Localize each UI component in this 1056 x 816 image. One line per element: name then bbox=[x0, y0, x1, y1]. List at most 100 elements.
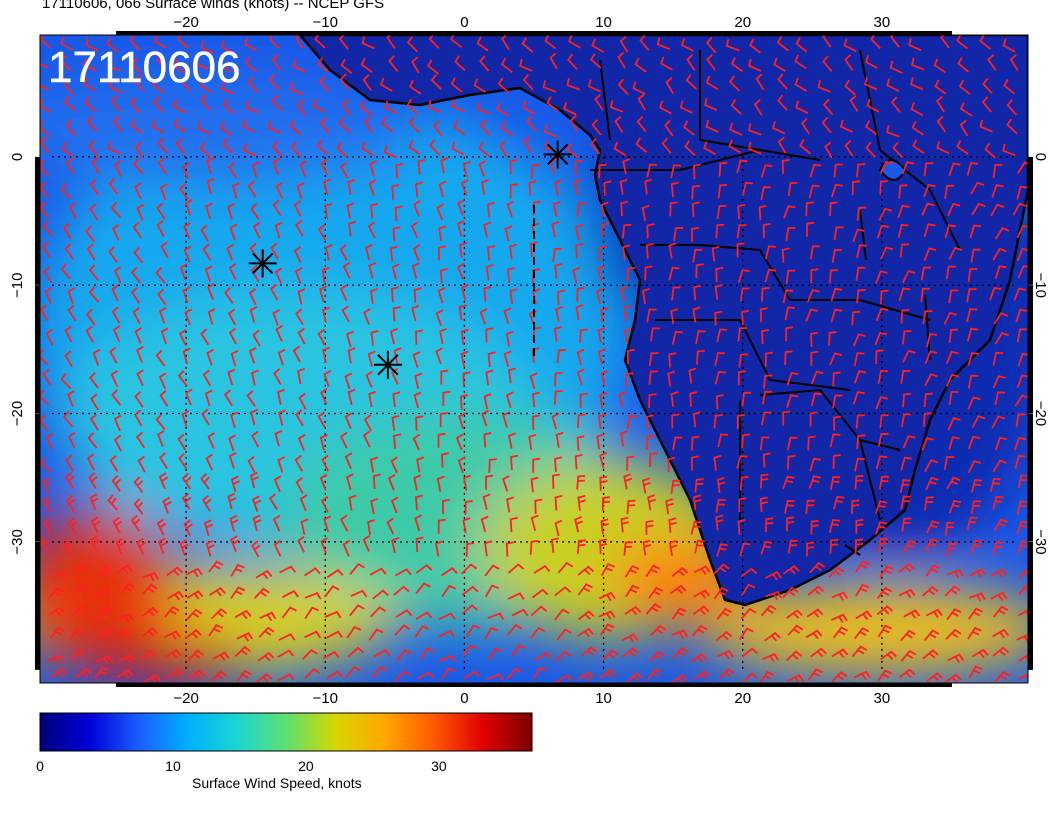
wind-barb bbox=[177, 370, 188, 387]
wind-barb bbox=[275, 181, 284, 199]
wind-barb bbox=[324, 610, 342, 619]
wind-barb bbox=[1009, 54, 1019, 71]
wind-barb bbox=[503, 350, 512, 367]
wind-barb bbox=[487, 612, 505, 621]
wind-barb bbox=[741, 181, 753, 196]
wind-barb bbox=[786, 455, 796, 470]
wind-barb bbox=[274, 267, 283, 285]
wind-barb bbox=[795, 37, 808, 53]
wind-barb bbox=[136, 203, 144, 221]
wind-barb bbox=[1003, 79, 1016, 95]
wind-barb bbox=[304, 630, 322, 639]
wind-barb bbox=[411, 56, 420, 74]
wind-barb bbox=[461, 283, 469, 301]
wind-barb bbox=[1018, 653, 1028, 663]
wind-barb bbox=[72, 583, 90, 595]
wind-barb bbox=[244, 56, 257, 72]
wind-barb bbox=[875, 349, 884, 365]
wind-barb bbox=[153, 35, 167, 49]
wind-barb bbox=[370, 606, 387, 618]
wind-barb bbox=[89, 178, 100, 196]
wind-barb bbox=[500, 35, 510, 51]
wind-barb bbox=[832, 495, 845, 510]
wind-barb bbox=[483, 221, 492, 238]
wind-barb bbox=[626, 348, 635, 364]
wind-barb bbox=[273, 539, 282, 557]
wind-barb bbox=[62, 410, 74, 428]
wind-barb bbox=[967, 268, 978, 283]
wind-barb bbox=[47, 654, 64, 664]
wind-barb bbox=[856, 289, 866, 304]
wind-barb bbox=[646, 163, 657, 178]
wind-barb bbox=[669, 584, 687, 595]
wind-barb bbox=[737, 519, 746, 535]
wind-barb bbox=[340, 431, 348, 449]
wind-barb bbox=[200, 94, 211, 111]
wind-barb bbox=[900, 495, 911, 510]
wind-barb bbox=[970, 539, 983, 554]
wind-barb bbox=[220, 40, 235, 54]
wind-barb bbox=[389, 245, 398, 262]
wind-barb bbox=[690, 226, 699, 242]
wind-barb bbox=[248, 347, 257, 364]
wind-barb bbox=[624, 565, 640, 578]
wind-barb bbox=[920, 287, 930, 302]
tick-mark bbox=[1028, 413, 1033, 542]
wind-barb bbox=[438, 654, 456, 663]
wind-barb bbox=[183, 245, 192, 263]
wind-barb bbox=[711, 245, 720, 262]
wind-barb bbox=[569, 115, 579, 132]
wind-barb bbox=[749, 38, 762, 54]
wind-barb bbox=[716, 205, 727, 220]
wind-barb bbox=[601, 222, 610, 238]
wind-barb bbox=[844, 54, 854, 71]
wind-barb bbox=[920, 266, 931, 281]
wind-barb bbox=[690, 520, 702, 535]
wind-barb bbox=[108, 80, 122, 94]
wind-barb bbox=[763, 374, 773, 389]
wind-barb bbox=[648, 393, 657, 408]
wind-barb bbox=[787, 182, 798, 197]
wind-barb bbox=[656, 37, 671, 50]
wind-barb bbox=[761, 411, 772, 426]
wind-barb bbox=[60, 373, 72, 390]
wind-barb bbox=[899, 243, 910, 258]
wind-barb bbox=[338, 117, 351, 133]
wind-barb bbox=[807, 435, 816, 451]
wind-barb bbox=[853, 670, 871, 681]
wind-barb bbox=[623, 473, 633, 490]
wind-barb bbox=[649, 452, 658, 468]
wind-barb bbox=[1015, 308, 1028, 323]
wind-barb bbox=[142, 571, 159, 582]
wind-barb bbox=[160, 241, 169, 259]
wind-barb bbox=[959, 119, 969, 137]
wind-barb bbox=[40, 389, 50, 406]
wind-barb bbox=[992, 164, 1003, 179]
country-borders bbox=[590, 49, 961, 556]
wind-barb bbox=[658, 100, 672, 115]
wind-barb bbox=[787, 624, 804, 636]
wind-barb bbox=[388, 55, 399, 72]
wind-barb bbox=[413, 200, 421, 217]
wind-barb bbox=[486, 673, 504, 681]
wind-barb bbox=[110, 201, 122, 219]
wind-barb bbox=[692, 605, 710, 615]
wind-barb bbox=[684, 140, 696, 156]
wind-barb bbox=[669, 201, 678, 217]
wind-barb bbox=[487, 351, 496, 367]
wind-barb bbox=[451, 99, 465, 113]
wind-barb bbox=[620, 200, 629, 217]
wind-barb bbox=[347, 388, 356, 406]
wind-barb bbox=[807, 585, 824, 596]
wind-barb bbox=[532, 666, 547, 680]
wind-barb bbox=[597, 327, 606, 344]
wind-barb bbox=[740, 567, 758, 578]
wind-barb bbox=[97, 565, 113, 578]
wind-barb bbox=[323, 178, 331, 195]
wind-barb bbox=[637, 93, 646, 111]
wind-barb bbox=[478, 141, 491, 158]
wind-barb bbox=[717, 433, 729, 448]
wind-barb bbox=[686, 54, 696, 71]
wind-barb bbox=[40, 160, 49, 177]
wind-barb bbox=[879, 565, 894, 578]
